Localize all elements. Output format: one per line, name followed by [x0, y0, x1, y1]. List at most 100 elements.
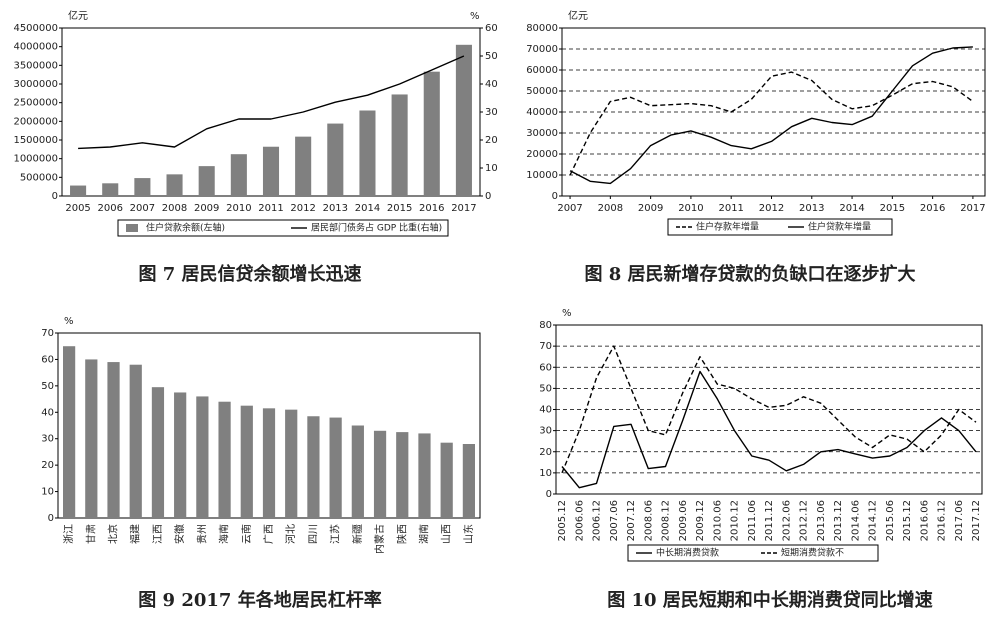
x-tick-label: 广西 [263, 524, 275, 544]
x-tick-label: 2014.12 [868, 500, 879, 541]
x-tick-label: 四川 [308, 524, 319, 544]
x-tick-label: 新疆 [351, 524, 364, 544]
x-tick-label: 贵州 [195, 524, 208, 544]
x-tick-label: 2006.06 [574, 500, 585, 541]
y2-tick-label: 30 [485, 107, 498, 118]
y-tick-label: 3000000 [13, 79, 58, 90]
legend-swatch [126, 224, 138, 232]
y-tick-label: 10000 [526, 170, 558, 181]
bar [262, 146, 280, 196]
y-tick-label: 0 [48, 513, 54, 524]
bar [423, 71, 440, 196]
bar [351, 425, 364, 518]
bar [70, 185, 87, 196]
x-tick-label: 安徽 [173, 524, 186, 544]
chart-title: 图 10 居民短期和中长期消费贷同比增速 [607, 589, 933, 611]
x-tick-label: 2014 [839, 203, 864, 214]
bar [107, 362, 120, 518]
x-tick-label: 2016 [920, 203, 945, 214]
y-tick-label: 2000000 [13, 116, 58, 127]
bar [174, 392, 187, 518]
x-tick-label: 2012.06 [781, 500, 792, 541]
y2-tick-label: 60 [485, 23, 498, 34]
legend-label: 短期消费贷款不 [781, 547, 844, 559]
y-tick-label: 30 [41, 434, 54, 445]
bar [166, 174, 183, 196]
x-tick-label: 2017 [960, 203, 985, 214]
series-line [569, 71, 974, 176]
bar [151, 387, 165, 518]
x-tick-label: 2006 [98, 203, 123, 214]
x-tick-label: 湖南 [417, 524, 430, 544]
chart-title: 图 8 居民新增存贷款的负缺口在逐步扩大 [584, 263, 915, 285]
legend-label: 住户贷款余额(左轴) [146, 222, 225, 234]
x-tick-label: 2008.12 [661, 500, 672, 541]
x-tick-label: 2013 [799, 203, 824, 214]
chart-title: 图 7 居民信贷余额增长迅速 [138, 263, 361, 285]
y-tick-label: 4500000 [13, 23, 58, 34]
series-line [561, 370, 977, 489]
x-tick-label: 2012.12 [799, 500, 810, 541]
x-tick-label: 2015.12 [902, 500, 913, 541]
y-tick-label: 40 [539, 405, 552, 416]
x-tick-label: 2010.06 [712, 500, 723, 541]
bar [240, 405, 253, 518]
legend-label: 住户贷款年增量 [808, 221, 871, 233]
y-tick-label: 40 [41, 407, 54, 418]
x-tick-label: 2006.12 [592, 500, 603, 541]
y-tick-label: 10 [41, 487, 54, 498]
bar [295, 136, 312, 196]
x-tick-label: 2014.06 [850, 500, 861, 541]
y2-tick-label: 0 [485, 191, 491, 202]
chart-title: 图 9 2017 年各地居民杠杆率 [138, 589, 381, 611]
y-tick-label: 60 [539, 362, 552, 373]
y-tick-label: 50 [41, 381, 54, 392]
y-tick-label: 20 [41, 460, 54, 471]
bar [455, 44, 472, 196]
legend-box [117, 219, 449, 237]
x-tick-label: 2012 [759, 203, 784, 214]
x-tick-label: 2005.12 [557, 500, 568, 541]
legend-box [627, 544, 879, 562]
x-tick-label: 2013.12 [833, 500, 844, 541]
x-tick-label: 2011.12 [764, 500, 775, 541]
x-tick-label: 2014 [355, 203, 380, 214]
y2-tick-label: 20 [485, 135, 498, 146]
x-tick-label: 2013.06 [816, 500, 827, 541]
y-axis-unit: 亿元 [568, 9, 588, 22]
x-tick-label: 2008 [162, 203, 187, 214]
x-tick-label: 2013 [323, 203, 348, 214]
x-tick-label: 海南 [218, 524, 231, 544]
x-tick-label: 山西 [441, 524, 453, 544]
x-tick-label: 2007 [130, 203, 155, 214]
y-axis-unit: % [562, 308, 572, 319]
bar [85, 359, 98, 518]
y-tick-label: 20 [539, 447, 552, 458]
bar [102, 183, 119, 196]
bar [307, 416, 320, 518]
x-tick-label: 山东 [462, 524, 475, 544]
bar [230, 154, 247, 196]
bar [285, 409, 298, 518]
x-tick-label: 陕西 [395, 524, 408, 544]
x-tick-label: 2011 [718, 203, 743, 214]
bar [129, 364, 142, 518]
x-tick-label: 浙江 [63, 524, 75, 544]
x-tick-label: 江苏 [329, 524, 342, 544]
bar [329, 417, 342, 518]
y-tick-label: 50 [539, 383, 552, 394]
bar [391, 94, 408, 196]
y-axis-unit: 亿元 [68, 9, 88, 22]
bar [440, 442, 453, 518]
x-tick-label: 2009.12 [695, 500, 706, 541]
bar [198, 166, 215, 196]
x-tick-label: 2005 [65, 203, 90, 214]
x-tick-label: 河北 [285, 524, 297, 544]
x-tick-label: 2007.06 [609, 500, 620, 541]
y-tick-label: 80000 [526, 23, 558, 34]
y-tick-label: 30000 [526, 128, 558, 139]
series-line [569, 46, 973, 185]
y-axis-unit: % [64, 316, 74, 327]
bar [418, 433, 431, 518]
